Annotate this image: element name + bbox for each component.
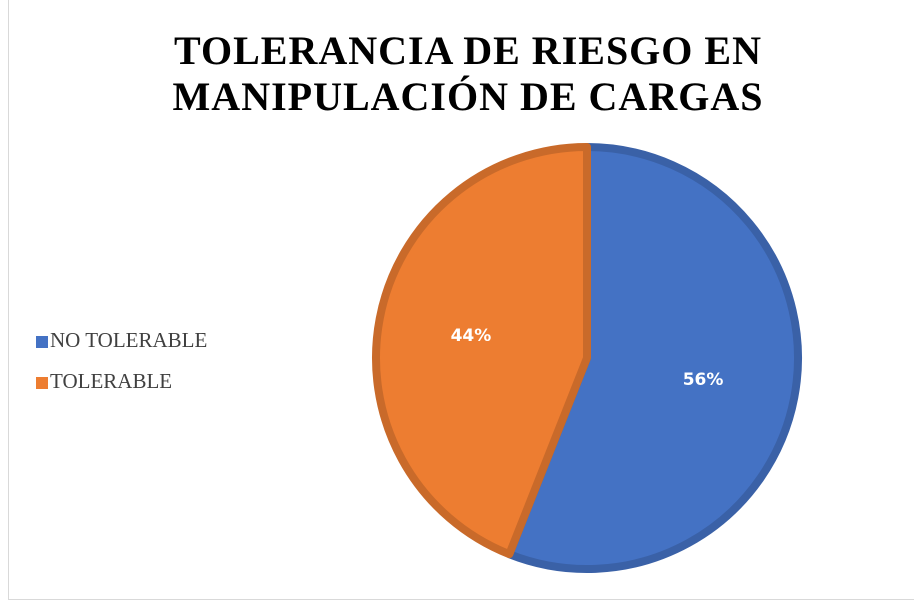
legend-swatch — [36, 336, 48, 348]
legend-label: TOLERABLE — [50, 369, 172, 393]
pie-slice — [505, 143, 802, 573]
chart-frame — [8, 0, 914, 600]
pie-slice — [372, 143, 591, 559]
legend-label: NO TOLERABLE — [50, 328, 207, 352]
data-label: 44% — [451, 326, 492, 346]
legend-swatch — [36, 377, 48, 389]
chart-title: TOLERANCIA DE RIESGO EN MANIPULACIÓN DE … — [172, 28, 764, 119]
data-label: 56% — [683, 370, 724, 390]
